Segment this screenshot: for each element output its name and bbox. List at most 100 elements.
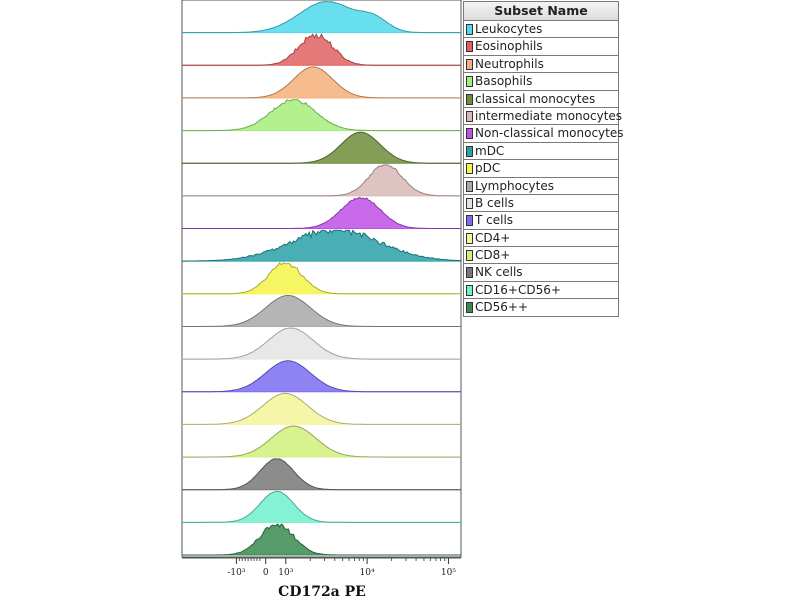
histogram-row bbox=[182, 490, 461, 523]
legend-swatch bbox=[466, 163, 473, 175]
histogram-fill bbox=[182, 426, 461, 458]
x-tick-label: -10³ bbox=[227, 568, 245, 578]
legend-item: CD16+CD56+ bbox=[464, 282, 618, 300]
legend-item: Neutrophils bbox=[464, 56, 618, 74]
histogram-outline bbox=[182, 425, 461, 458]
histogram-rows bbox=[182, 1, 462, 556]
histogram-outline bbox=[182, 164, 461, 197]
histogram-fill bbox=[182, 66, 461, 98]
legend-label: T cells bbox=[475, 213, 514, 228]
histogram-fill bbox=[182, 164, 461, 196]
legend-item: CD8+ bbox=[464, 247, 618, 265]
histogram-fill bbox=[182, 524, 461, 555]
histogram-fill bbox=[182, 230, 461, 262]
legend-swatch bbox=[466, 250, 473, 262]
legend-item: classical monocytes bbox=[464, 91, 618, 108]
x-tick-label: 10⁵ bbox=[441, 568, 456, 578]
legend-label: NK cells bbox=[475, 265, 523, 280]
x-tick-label: 0 bbox=[263, 568, 269, 578]
legend-item: Eosinophils bbox=[464, 38, 618, 56]
legend-swatch bbox=[466, 145, 473, 157]
legend-swatch bbox=[466, 128, 473, 140]
legend-swatch bbox=[466, 41, 473, 53]
legend-item: Leukocytes bbox=[464, 21, 618, 39]
histogram-outline bbox=[182, 196, 461, 229]
histogram-row bbox=[182, 164, 461, 197]
legend-item: Lymphocytes bbox=[464, 178, 618, 195]
legend-rows: Leukocytes Eosinophils Neutrophils Basophil… bbox=[464, 21, 624, 316]
histogram-outline bbox=[182, 360, 461, 393]
histogram-row bbox=[182, 261, 461, 295]
histogram-row bbox=[182, 392, 461, 425]
legend-swatch bbox=[466, 267, 473, 279]
histogram-fill bbox=[182, 99, 461, 131]
legend-swatch bbox=[466, 76, 473, 88]
x-tick-label: 10⁴ bbox=[360, 568, 375, 578]
legend-item: mDC bbox=[464, 143, 618, 161]
histogram-fill bbox=[182, 197, 461, 229]
legend-label: CD4+ bbox=[475, 230, 511, 245]
legend-swatch bbox=[466, 24, 473, 35]
histogram-fill bbox=[182, 491, 461, 523]
histogram-row bbox=[182, 33, 461, 66]
legend-item: CD4+ bbox=[464, 230, 618, 248]
legend-label: Non-classical monocytes bbox=[475, 126, 624, 141]
legend-label: pDC bbox=[475, 161, 501, 176]
legend-label: CD16+CD56+ bbox=[475, 282, 561, 297]
histogram-row bbox=[182, 327, 461, 360]
legend-swatch bbox=[466, 232, 473, 244]
legend-title: Subset Name bbox=[464, 2, 618, 21]
legend-label: classical monocytes bbox=[475, 91, 596, 106]
histogram-outline bbox=[182, 131, 461, 164]
legend-swatch bbox=[466, 302, 473, 314]
histogram-row bbox=[182, 425, 461, 458]
legend-label: intermediate monocytes bbox=[475, 108, 623, 123]
legend-label: Eosinophils bbox=[475, 39, 543, 54]
legend-item: Basophils bbox=[464, 73, 618, 91]
histogram-fill bbox=[182, 393, 461, 425]
histogram-fill bbox=[182, 328, 461, 360]
legend-label: CD56++ bbox=[475, 300, 528, 315]
histogram-row bbox=[182, 99, 461, 132]
legend-item: CD56++ bbox=[464, 299, 618, 315]
histogram-outline bbox=[182, 229, 462, 262]
histogram-row bbox=[182, 131, 461, 164]
histogram-fill bbox=[182, 1, 461, 33]
legend-swatch bbox=[466, 58, 473, 70]
legend-label: B cells bbox=[475, 195, 514, 210]
x-axis-label: CD172a PE bbox=[278, 584, 366, 600]
legend-label: Basophils bbox=[475, 74, 533, 89]
legend-swatch bbox=[466, 284, 473, 296]
histogram-fill bbox=[182, 458, 461, 490]
legend-label: mDC bbox=[475, 143, 505, 158]
legend-swatch bbox=[466, 110, 473, 122]
x-axis: -10³ 0 10³ 10⁴ 10⁵ bbox=[182, 557, 461, 578]
legend-item: T cells bbox=[464, 212, 618, 230]
histogram-outline bbox=[182, 99, 461, 132]
histogram-outline bbox=[182, 33, 461, 66]
histogram-row bbox=[182, 196, 461, 230]
histogram-outline bbox=[182, 261, 461, 295]
legend-item: Non-classical monocytes bbox=[464, 125, 624, 143]
legend-swatch bbox=[466, 180, 473, 192]
legend-swatch bbox=[466, 197, 473, 209]
histogram-row bbox=[182, 229, 462, 262]
histogram-fill bbox=[182, 34, 461, 66]
histogram-outline bbox=[182, 1, 461, 34]
histogram-outline bbox=[182, 295, 461, 327]
histogram-row bbox=[182, 1, 461, 34]
x-tick-label: 10³ bbox=[278, 568, 293, 578]
legend-swatch bbox=[466, 215, 473, 227]
histogram-outline bbox=[182, 327, 461, 360]
legend-label: CD8+ bbox=[475, 248, 511, 263]
histogram-outline bbox=[182, 458, 461, 491]
legend-label: Neutrophils bbox=[475, 56, 544, 71]
legend-item: pDC bbox=[464, 160, 618, 178]
histogram-row bbox=[182, 458, 461, 491]
histogram-row bbox=[182, 523, 461, 556]
legend-label: Lymphocytes bbox=[475, 178, 554, 193]
histogram-row bbox=[182, 66, 461, 99]
legend: Subset Name Leukocytes Eosinophils Neutrop… bbox=[463, 1, 624, 317]
histogram-row bbox=[182, 295, 461, 327]
